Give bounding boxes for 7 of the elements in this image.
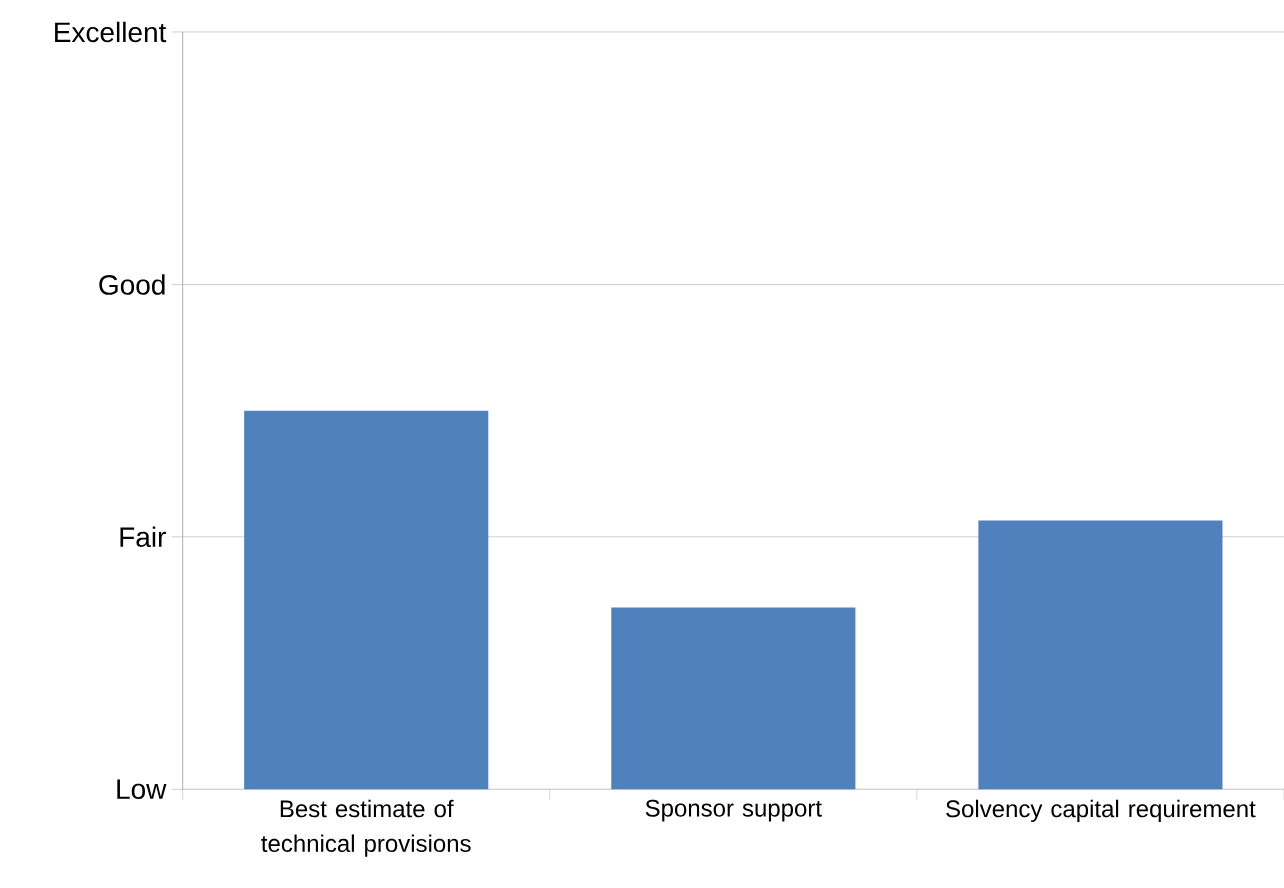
- ref-line-label: Good: [99, 274, 165, 295]
- x-tick-label: Best estimate of technical provisions: [261, 799, 471, 857]
- ref-line-label: Fair: [120, 526, 166, 548]
- x-tick-label: Sponsor support: [645, 799, 822, 822]
- ref-line-label: Excellent: [55, 21, 167, 43]
- x-tick-label: Solvency capital requirement: [946, 799, 1256, 823]
- ref-line-label: Low: [117, 779, 167, 800]
